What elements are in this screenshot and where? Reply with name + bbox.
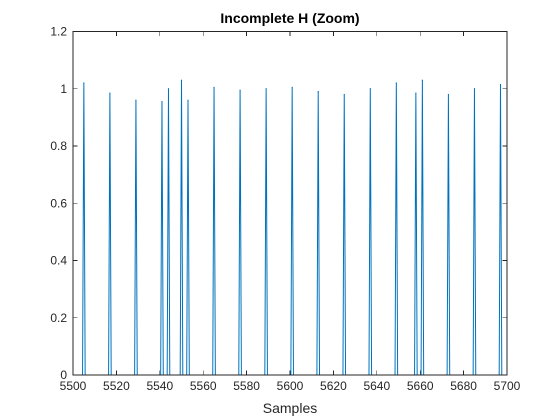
axes-layer: 5500 5520 5540 5560 5580 5600 5620 5640 5660 5680…: [50, 25, 520, 394]
data-point-13: [369, 88, 371, 90]
data-point-8: [239, 89, 241, 91]
data-point-6: [187, 99, 189, 101]
data-point-9: [265, 88, 267, 90]
x-tick-label: 5700: [494, 379, 521, 393]
x-tick-label: 5660: [407, 379, 434, 393]
data-point-10: [291, 86, 293, 88]
chart-title: Incomplete H (Zoom): [220, 10, 359, 26]
data-point-14: [395, 82, 397, 84]
x-tick-label: 5560: [190, 379, 217, 393]
y-tick-label: 0.8: [50, 139, 67, 153]
y-tick-label: 0.2: [50, 311, 67, 325]
x-tick-label: 5680: [450, 379, 477, 393]
x-tick-label: 5600: [277, 379, 304, 393]
data-point-15: [415, 92, 417, 94]
y-tick-label: 0.4: [50, 254, 67, 268]
y-tick-label: 1.2: [50, 25, 67, 39]
x-axis-label: Samples: [263, 400, 317, 416]
data-point-19: [499, 83, 502, 86]
data-point-16: [421, 79, 423, 81]
data-point-3: [161, 101, 163, 103]
x-tick-label: 5540: [146, 379, 173, 393]
y-tick-label: 0.6: [50, 196, 67, 210]
data-point-4: [167, 88, 170, 90]
data-point-1: [109, 92, 111, 94]
data-point-5: [180, 79, 183, 81]
y-tick-label: 0: [60, 368, 67, 382]
x-tick-label: 5580: [233, 379, 260, 393]
data-point-2: [135, 99, 137, 101]
x-tick-label: 5500: [60, 379, 87, 393]
y-tick-label: 1: [60, 82, 67, 96]
data-point-11: [317, 91, 319, 93]
data-point-12: [343, 93, 345, 96]
data-point-18: [473, 88, 476, 90]
x-tick-label: 5520: [103, 379, 130, 393]
data-point-7: [213, 86, 215, 88]
data-point-17: [447, 93, 450, 96]
data-point-0: [83, 82, 85, 84]
plot-area: [73, 31, 507, 375]
x-tick-label: 5620: [320, 379, 347, 393]
x-tick-label: 5640: [363, 379, 390, 393]
